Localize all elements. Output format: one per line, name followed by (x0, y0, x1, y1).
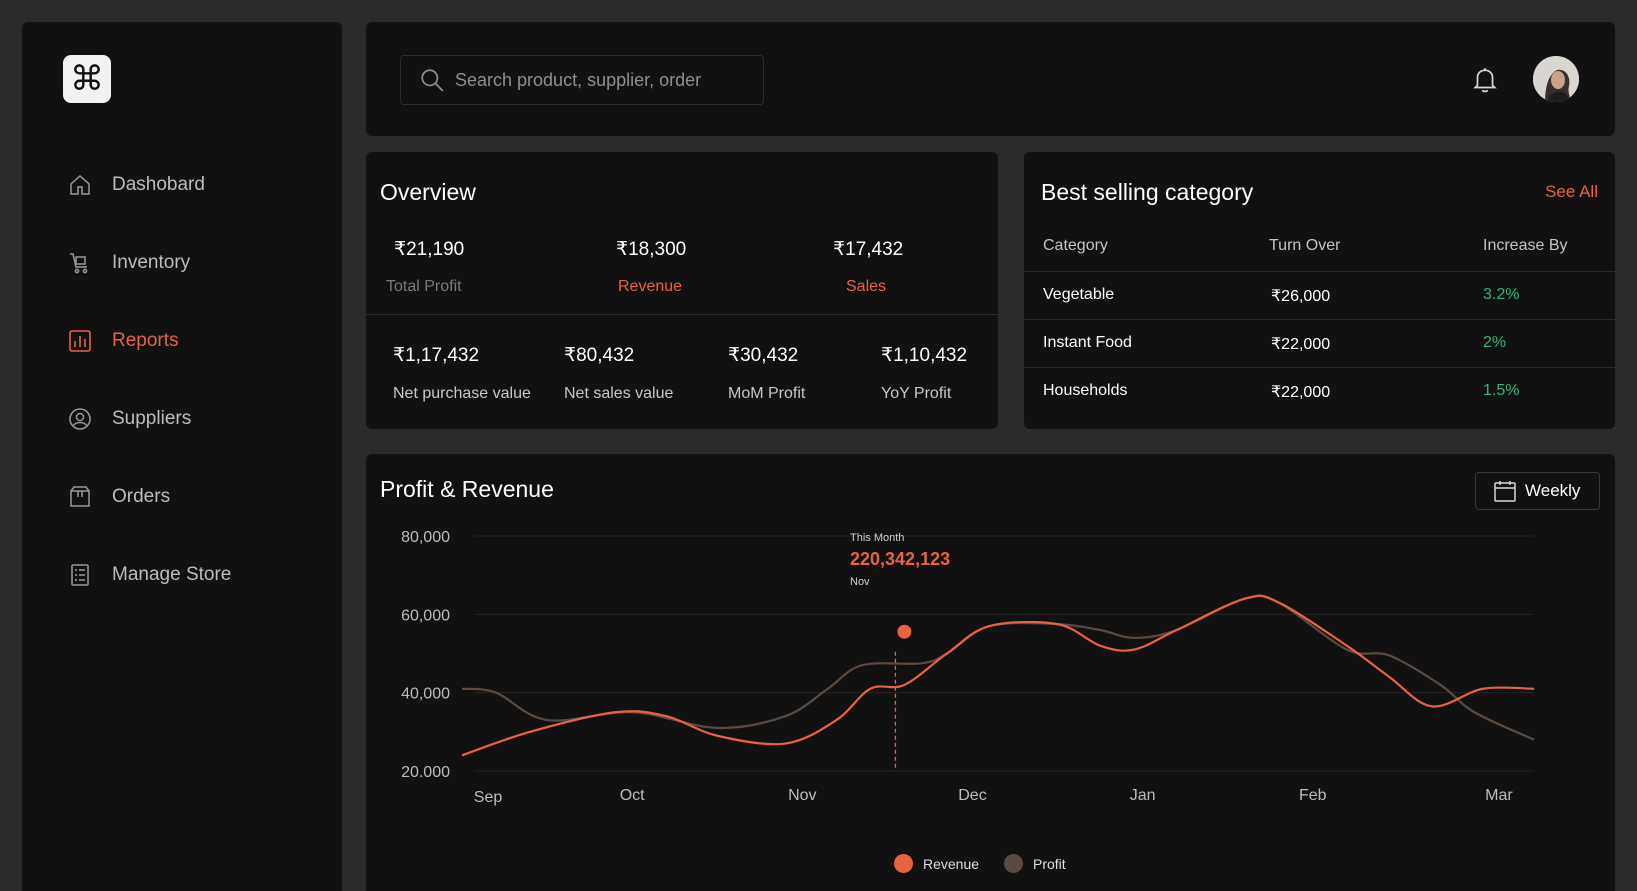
legend-item-profit[interactable]: Profit (1004, 854, 1066, 873)
category-cell: Vegetable (1043, 286, 1115, 303)
y-tick-label: 80,000 (401, 529, 450, 546)
box-icon (70, 486, 90, 507)
sidebar-item-reports[interactable]: Reports (68, 321, 308, 361)
net-purchase-value: ₹1,17,432 (393, 345, 480, 366)
turnover-cell: ₹26,000 (1271, 288, 1331, 305)
profit-revenue-chart: 80,000 60,000 40,000 20.000 Sep Oct Nov Dec Jan F… (401, 529, 1535, 806)
increase-cell: 2% (1483, 334, 1507, 351)
overview-title: Overview (380, 179, 476, 205)
search-input[interactable] (455, 69, 755, 91)
x-tick-label: Jan (1130, 787, 1156, 804)
tooltip-month: Nov (850, 576, 870, 588)
revenue-value: ₹18,300 (616, 239, 687, 260)
overview-card: Overview ₹21,190 Total Profit ₹18,300 Re… (366, 152, 998, 429)
sidebar-item-label: Inventory (112, 252, 191, 273)
total-profit-label: Total Profit (386, 278, 462, 295)
y-tick-label: 60,000 (401, 607, 450, 624)
x-tick-label: Feb (1299, 787, 1327, 804)
tooltip-value: 220,342,123 (850, 549, 950, 569)
sidebar: ⌘ Dashobard Inventory Reports Suppliers … (22, 22, 342, 891)
see-all-link[interactable]: See All (1545, 182, 1598, 201)
search-box[interactable] (400, 55, 764, 105)
yoy-profit-label: YoY Profit (881, 385, 952, 402)
sidebar-item-suppliers[interactable]: Suppliers (68, 399, 308, 439)
sales-label: Sales (846, 278, 887, 295)
y-tick-label: 40,000 (401, 686, 450, 703)
column-header-category: Category (1043, 237, 1108, 254)
revenue-label: Revenue (618, 278, 683, 295)
increase-cell: 3.2% (1483, 286, 1520, 303)
y-tick-label: 20.000 (401, 764, 450, 781)
legend-label: Revenue (923, 855, 980, 872)
tooltip-caption: This Month (850, 532, 904, 544)
sidebar-item-label: Dashobard (112, 174, 205, 195)
revenue-legend-dot (894, 854, 913, 873)
net-sales-label: Net sales value (564, 385, 674, 402)
user-photo-icon (1533, 56, 1579, 102)
column-header-increase: Increase By (1483, 237, 1568, 254)
sidebar-item-orders[interactable]: Orders (68, 477, 308, 517)
turnover-cell: ₹22,000 (1271, 384, 1331, 401)
sidebar-item-manage-store[interactable]: Manage Store (68, 555, 308, 595)
total-profit-value: ₹21,190 (394, 239, 465, 260)
net-sales-value: ₹80,432 (564, 345, 635, 366)
search-icon (421, 69, 444, 92)
yoy-profit-value: ₹1,10,432 (881, 345, 968, 366)
legend-item-revenue[interactable]: Revenue (894, 854, 979, 873)
bell-icon[interactable] (1472, 66, 1498, 94)
sales-value: ₹17,432 (833, 239, 904, 260)
weekly-period-button[interactable]: Weekly (1475, 472, 1600, 510)
x-tick-label: Mar (1485, 787, 1513, 804)
weekly-label: Weekly (1525, 481, 1581, 500)
revenue-series-line (461, 594, 1535, 757)
x-tick-label: Oct (620, 787, 645, 804)
sidebar-item-inventory[interactable]: Inventory (68, 243, 308, 283)
command-logo-icon[interactable]: ⌘ (63, 55, 111, 103)
divider (366, 314, 998, 315)
avatar[interactable] (1533, 56, 1579, 102)
column-header-turnover: Turn Over (1269, 237, 1341, 254)
best-selling-title: Best selling category (1041, 179, 1254, 205)
x-tick-label: Nov (788, 787, 816, 804)
mom-profit-label: MoM Profit (728, 385, 806, 402)
sidebar-item-label: Suppliers (112, 408, 192, 429)
sidebar-item-label: Manage Store (112, 564, 232, 585)
calendar-icon (1494, 481, 1516, 502)
profit-series-line (461, 594, 1535, 741)
cart-icon (70, 253, 88, 274)
best-selling-card: Best selling category See All Category T… (1024, 152, 1615, 429)
x-tick-label: Dec (958, 787, 986, 804)
bar-chart-icon (69, 330, 91, 352)
category-cell: Instant Food (1043, 334, 1132, 351)
home-icon (70, 174, 90, 195)
sidebar-item-label: Reports (112, 330, 179, 351)
profit-revenue-card: 80,000 60,000 40,000 20.000 Sep Oct Nov Dec Jan F… (366, 454, 1615, 891)
legend-label: Profit (1033, 855, 1066, 872)
mom-profit-value: ₹30,432 (728, 345, 799, 366)
chart-title: Profit & Revenue (380, 476, 554, 502)
table-row[interactable]: Vegetable ₹26,000 3.2% (1024, 271, 1615, 319)
category-cell: Households (1043, 382, 1128, 399)
user-circle-icon (69, 408, 91, 430)
increase-cell: 1.5% (1483, 382, 1520, 399)
top-header (366, 22, 1615, 136)
profit-legend-dot (1004, 854, 1023, 873)
turnover-cell: ₹22,000 (1271, 336, 1331, 353)
net-purchase-label: Net purchase value (393, 385, 531, 402)
sidebar-item-label: Orders (112, 486, 171, 507)
table-row[interactable]: Households ₹22,000 1.5% (1024, 367, 1615, 415)
table-row[interactable]: Instant Food ₹22,000 2% (1024, 319, 1615, 367)
x-tick-label: Sep (474, 789, 503, 806)
highlight-point (897, 624, 912, 639)
sidebar-item-dashboard[interactable]: Dashobard (68, 165, 308, 205)
clipboard-list-icon (71, 564, 89, 586)
